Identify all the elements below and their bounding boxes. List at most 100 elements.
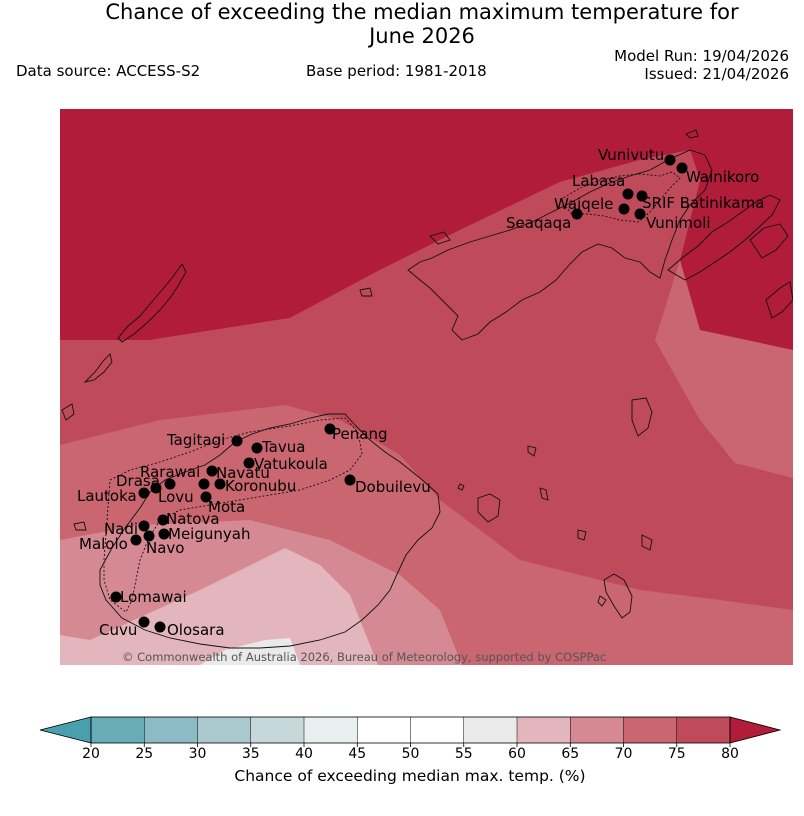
colorbar-tick-label: 80 <box>721 746 739 762</box>
islet-west <box>83 353 113 383</box>
colorbar-tick-label: 20 <box>82 746 100 762</box>
label-lautoka: Lautoka <box>77 487 137 505</box>
colorbar-bin <box>623 717 678 743</box>
coastlines <box>61 129 793 649</box>
colorbar-tick-label: 70 <box>615 746 633 762</box>
islet-ovalau <box>477 493 501 523</box>
islet-small-3 <box>641 534 653 551</box>
colorbar-bins <box>91 717 731 743</box>
colorbar-tick-label: 50 <box>402 746 420 762</box>
label-vatukoula: Vatukoula <box>254 455 328 473</box>
marker-cuvu[interactable] <box>138 616 150 628</box>
islet-north <box>429 231 451 245</box>
title-line-2: June 2026 <box>369 24 475 48</box>
label-srif-batinikama: SRIF Batinikama <box>642 194 764 212</box>
marker-lautoka[interactable] <box>138 487 150 499</box>
islet-koro <box>631 397 653 437</box>
map-title: Chance of exceeding the median maximum t… <box>0 0 804 48</box>
label-waiqele: Waiqele <box>554 195 613 213</box>
islet-small-4 <box>527 445 537 457</box>
marker-wainikoro[interactable] <box>676 162 688 174</box>
label-malolo: Malolo <box>79 535 128 553</box>
colorbar-tick-label: 30 <box>189 746 207 762</box>
colorbar-bin <box>570 717 624 743</box>
marker-vunimoli[interactable] <box>634 208 646 220</box>
label-seaqaqa: Seaqaqa <box>506 214 571 232</box>
marker-tavua[interactable] <box>251 442 263 454</box>
marker-srif-batinikama[interactable] <box>636 190 648 202</box>
label-navatu: Navatu <box>216 464 270 482</box>
location-markers <box>110 154 688 633</box>
marker-malolo[interactable] <box>130 534 142 546</box>
label-mota: Mota <box>208 498 245 516</box>
colorbar-bin <box>357 717 411 743</box>
colorbar-ticks: 20 25 30 35 40 45 50 55 60 65 70 75 80 <box>82 743 739 762</box>
marker-koronubu[interactable] <box>214 478 226 490</box>
label-natova: Natova <box>166 510 220 528</box>
marker-natova[interactable] <box>157 514 169 526</box>
islet-small-6 <box>73 521 87 531</box>
label-nadi: Nadi <box>104 520 138 538</box>
islet-small-8 <box>457 483 465 491</box>
base-period: Base period: 1981-2018 <box>306 62 487 80</box>
contour-55-60 <box>200 638 300 665</box>
marker-vatukoula[interactable] <box>243 457 255 469</box>
islet-taveuni <box>749 223 789 259</box>
islet-north-west <box>117 263 187 343</box>
colorbar-label: Chance of exceeding median max. temp. (%… <box>234 767 585 785</box>
label-tavua: Tavua <box>261 438 305 456</box>
colorbar-bin <box>250 717 305 743</box>
marker-drasa-2[interactable] <box>164 478 176 490</box>
islet-small-5 <box>359 287 373 297</box>
colorbar-bin <box>144 717 198 743</box>
colorbar-tick-label: 55 <box>455 746 473 762</box>
marker-navatu[interactable] <box>198 478 210 490</box>
marker-tagitagi[interactable] <box>231 435 243 447</box>
marker-olosara[interactable] <box>154 621 166 633</box>
islet-gau <box>603 573 633 619</box>
label-lovu: Lovu <box>158 488 194 506</box>
marker-mota[interactable] <box>200 491 212 503</box>
label-dobuilevu: Dobuilevu <box>355 478 431 496</box>
marker-vunivutu[interactable] <box>664 154 676 166</box>
label-vunimoli: Vunimoli <box>646 214 711 232</box>
marker-lomawai[interactable] <box>110 591 122 603</box>
marker-labasa[interactable] <box>622 188 634 200</box>
marker-meigunyah[interactable] <box>158 528 170 540</box>
marker-seaqaqa[interactable] <box>571 208 583 220</box>
contour-60-65 <box>60 548 378 665</box>
island-viti-levu <box>99 413 441 649</box>
colorbar-bin <box>463 717 518 743</box>
copyright-notice: © Commonwealth of Australia 2026, Bureau… <box>122 650 606 664</box>
title-line-1: Chance of exceeding the median maximum t… <box>105 0 739 24</box>
marker-waiqele[interactable] <box>618 203 630 215</box>
islet-small-7 <box>685 129 699 139</box>
islet-small-9 <box>597 595 607 607</box>
label-cuvu: Cuvu <box>99 621 137 639</box>
colorbar-over-arrow <box>729 716 782 744</box>
colorbar: 20 25 30 35 40 45 50 55 60 65 70 75 80 Chance of exc… <box>39 716 782 785</box>
label-koronubu: Koronubu <box>225 477 296 495</box>
label-rarawai: Rarawai <box>140 463 200 481</box>
marker-nadi[interactable] <box>138 520 150 532</box>
colorbar-tick-label: 65 <box>561 746 579 762</box>
label-lomawai: Lomawai <box>120 588 187 606</box>
issued-date: Issued: 21/04/2026 <box>644 65 789 83</box>
model-run: Model Run: 19/04/2026 <box>614 47 789 65</box>
marker-drasa[interactable] <box>150 482 162 494</box>
marker-penang[interactable] <box>324 423 336 435</box>
marker-navo[interactable] <box>143 530 155 542</box>
colorbar-tick-label: 40 <box>295 746 313 762</box>
marker-rarawai[interactable] <box>206 465 218 477</box>
location-labels: Vunivutu Wainikoro Labasa SRIF Batinikam… <box>77 146 764 639</box>
colorbar-bin <box>197 717 252 743</box>
run-info: Model Run: 19/04/2026 Issued: 21/04/2026 <box>614 47 789 83</box>
island-vanua-levu <box>407 149 713 341</box>
colorbar-bin <box>91 717 145 743</box>
label-tagitagi: Tagitagi <box>166 431 225 449</box>
label-navo: Navo <box>146 539 184 557</box>
marker-dobuilevu[interactable] <box>344 474 356 486</box>
islet-far-west <box>61 403 75 421</box>
colorbar-tick-label: 60 <box>508 746 526 762</box>
